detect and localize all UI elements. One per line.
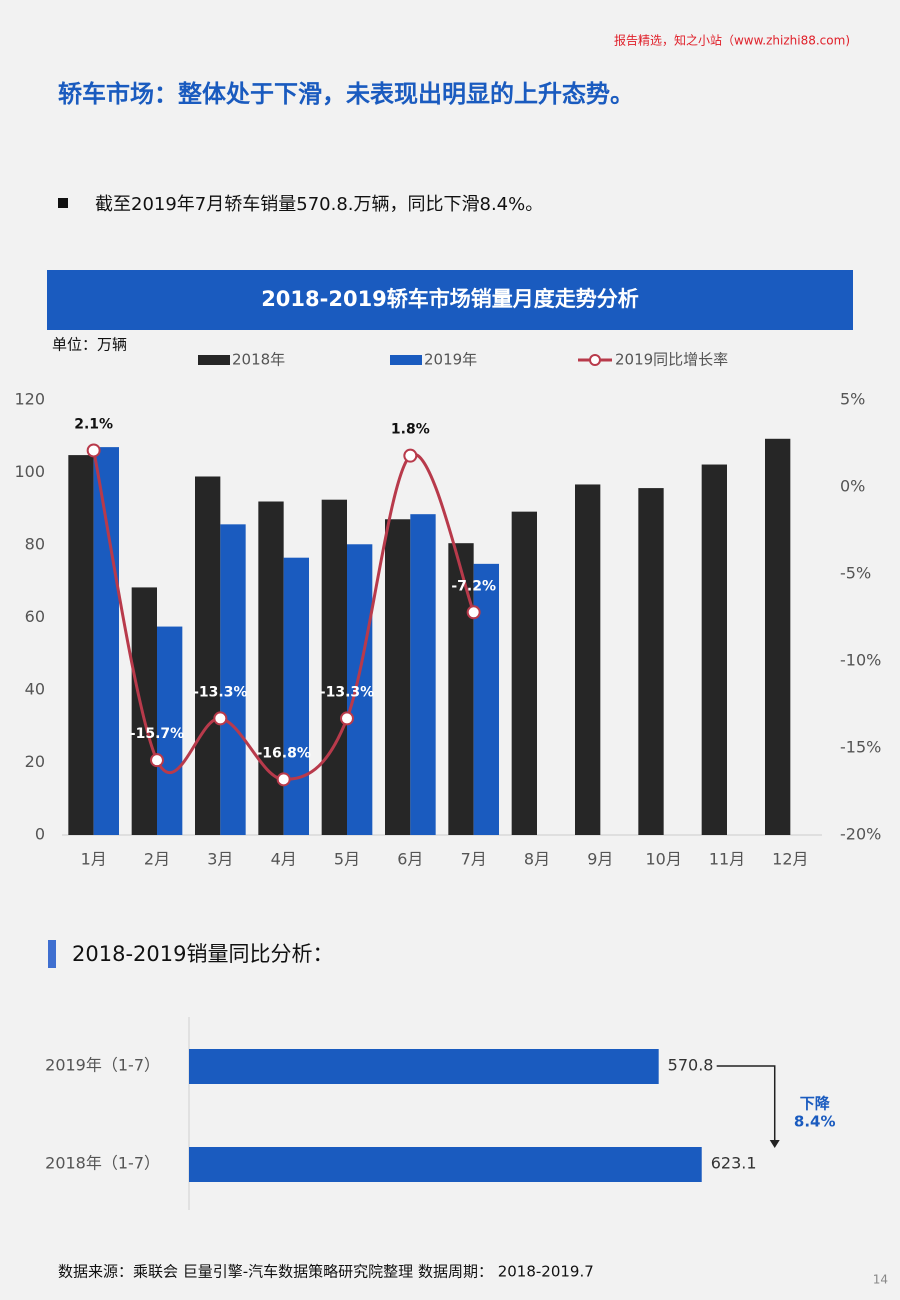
change-annotation: 8.4% bbox=[794, 1113, 836, 1131]
y2-tick-label: 0% bbox=[840, 477, 865, 496]
page-title: 轿车市场：整体处于下滑，未表现出明显的上升态势。 bbox=[58, 80, 634, 108]
y-tick-label: 100 bbox=[14, 462, 45, 481]
bar bbox=[93, 447, 119, 835]
legend-label: 2019年 bbox=[424, 351, 477, 369]
legend-swatch bbox=[390, 355, 422, 365]
page-number: 14 bbox=[873, 1273, 888, 1287]
legend-marker bbox=[589, 354, 601, 366]
y2-tick-label: -10% bbox=[840, 651, 881, 670]
bar bbox=[385, 519, 411, 835]
chart-banner bbox=[47, 270, 853, 330]
y-tick-label: 80 bbox=[25, 535, 45, 554]
y2-tick-label: 5% bbox=[840, 390, 865, 409]
source-tag: 报告精选，知之小站（www.zhizhi88.com) bbox=[614, 33, 850, 48]
legend-swatch bbox=[198, 355, 230, 365]
x-tick-label: 6月 bbox=[397, 850, 423, 869]
category-label: 2019年（1-7） bbox=[45, 1056, 160, 1075]
value-label: 570.8 bbox=[668, 1056, 714, 1075]
bar bbox=[220, 524, 246, 835]
bar bbox=[189, 1147, 702, 1182]
growth-point bbox=[276, 772, 291, 787]
change-annotation: 下降 bbox=[800, 1095, 831, 1113]
bar bbox=[701, 464, 727, 835]
x-tick-label: 5月 bbox=[334, 850, 360, 869]
category-label: 2018年（1-7） bbox=[45, 1154, 160, 1173]
bar bbox=[511, 511, 537, 835]
y-tick-label: 60 bbox=[25, 607, 45, 626]
bullet-icon bbox=[58, 198, 68, 208]
bar bbox=[410, 514, 436, 835]
section-heading: 2018-2019销量同比分析： bbox=[72, 942, 333, 966]
x-tick-label: 7月 bbox=[461, 850, 487, 869]
growth-label: -7.2% bbox=[451, 578, 496, 594]
y2-tick-label: -15% bbox=[840, 738, 881, 757]
legend-label: 2018年 bbox=[232, 351, 285, 369]
bar bbox=[765, 438, 791, 835]
growth-point bbox=[86, 443, 101, 458]
growth-label: 2.1% bbox=[74, 416, 113, 432]
growth-label: 1.8% bbox=[391, 422, 430, 438]
x-tick-label: 11月 bbox=[709, 850, 745, 869]
bar bbox=[283, 557, 309, 835]
y2-tick-label: -5% bbox=[840, 564, 871, 583]
bullet-text: 截至2019年7月轿车销量570.8.万辆，同比下滑8.4%。 bbox=[95, 194, 543, 215]
x-tick-label: 2月 bbox=[144, 850, 170, 869]
value-label: 623.1 bbox=[711, 1154, 757, 1173]
growth-label: -13.3% bbox=[193, 684, 247, 700]
arrow-head bbox=[769, 1140, 780, 1148]
x-tick-label: 8月 bbox=[524, 850, 550, 869]
x-tick-label: 1月 bbox=[81, 850, 107, 869]
footer: 数据来源：乘联会 巨量引擎-汽车数据策略研究院整理 数据周期： 2018-201… bbox=[58, 1263, 594, 1281]
chart-title: 2018-2019轿车市场销量月度走势分析 bbox=[261, 287, 639, 311]
bar bbox=[347, 544, 373, 835]
y2-tick-label: -20% bbox=[840, 825, 881, 844]
bar bbox=[131, 587, 157, 835]
bar bbox=[575, 484, 601, 835]
y-tick-label: 120 bbox=[14, 390, 45, 409]
x-tick-label: 4月 bbox=[271, 850, 297, 869]
section-marker bbox=[48, 940, 56, 968]
y-tick-label: 20 bbox=[25, 752, 45, 771]
growth-label: -13.3% bbox=[320, 684, 374, 700]
growth-point bbox=[466, 605, 481, 620]
growth-label: -15.7% bbox=[130, 726, 184, 742]
bar bbox=[189, 1049, 659, 1084]
growth-point bbox=[340, 711, 354, 726]
x-tick-label: 12月 bbox=[772, 850, 808, 869]
bar bbox=[157, 626, 183, 835]
change-arrow bbox=[716, 1065, 776, 1142]
growth-point bbox=[403, 448, 418, 463]
bar bbox=[448, 543, 474, 835]
x-tick-label: 9月 bbox=[587, 850, 613, 869]
growth-point bbox=[213, 711, 228, 726]
bar bbox=[68, 455, 94, 835]
bar bbox=[195, 476, 221, 835]
growth-label: -16.8% bbox=[256, 745, 310, 761]
bar bbox=[638, 488, 664, 835]
unit-label: 单位：万辆 bbox=[52, 336, 127, 354]
growth-point bbox=[150, 753, 164, 768]
bar bbox=[321, 499, 347, 835]
x-tick-label: 3月 bbox=[207, 850, 233, 869]
bar bbox=[473, 563, 499, 835]
legend-label: 2019同比增长率 bbox=[615, 351, 728, 369]
x-tick-label: 10月 bbox=[645, 850, 681, 869]
y-tick-label: 0 bbox=[35, 825, 45, 844]
y-tick-label: 40 bbox=[25, 680, 45, 699]
